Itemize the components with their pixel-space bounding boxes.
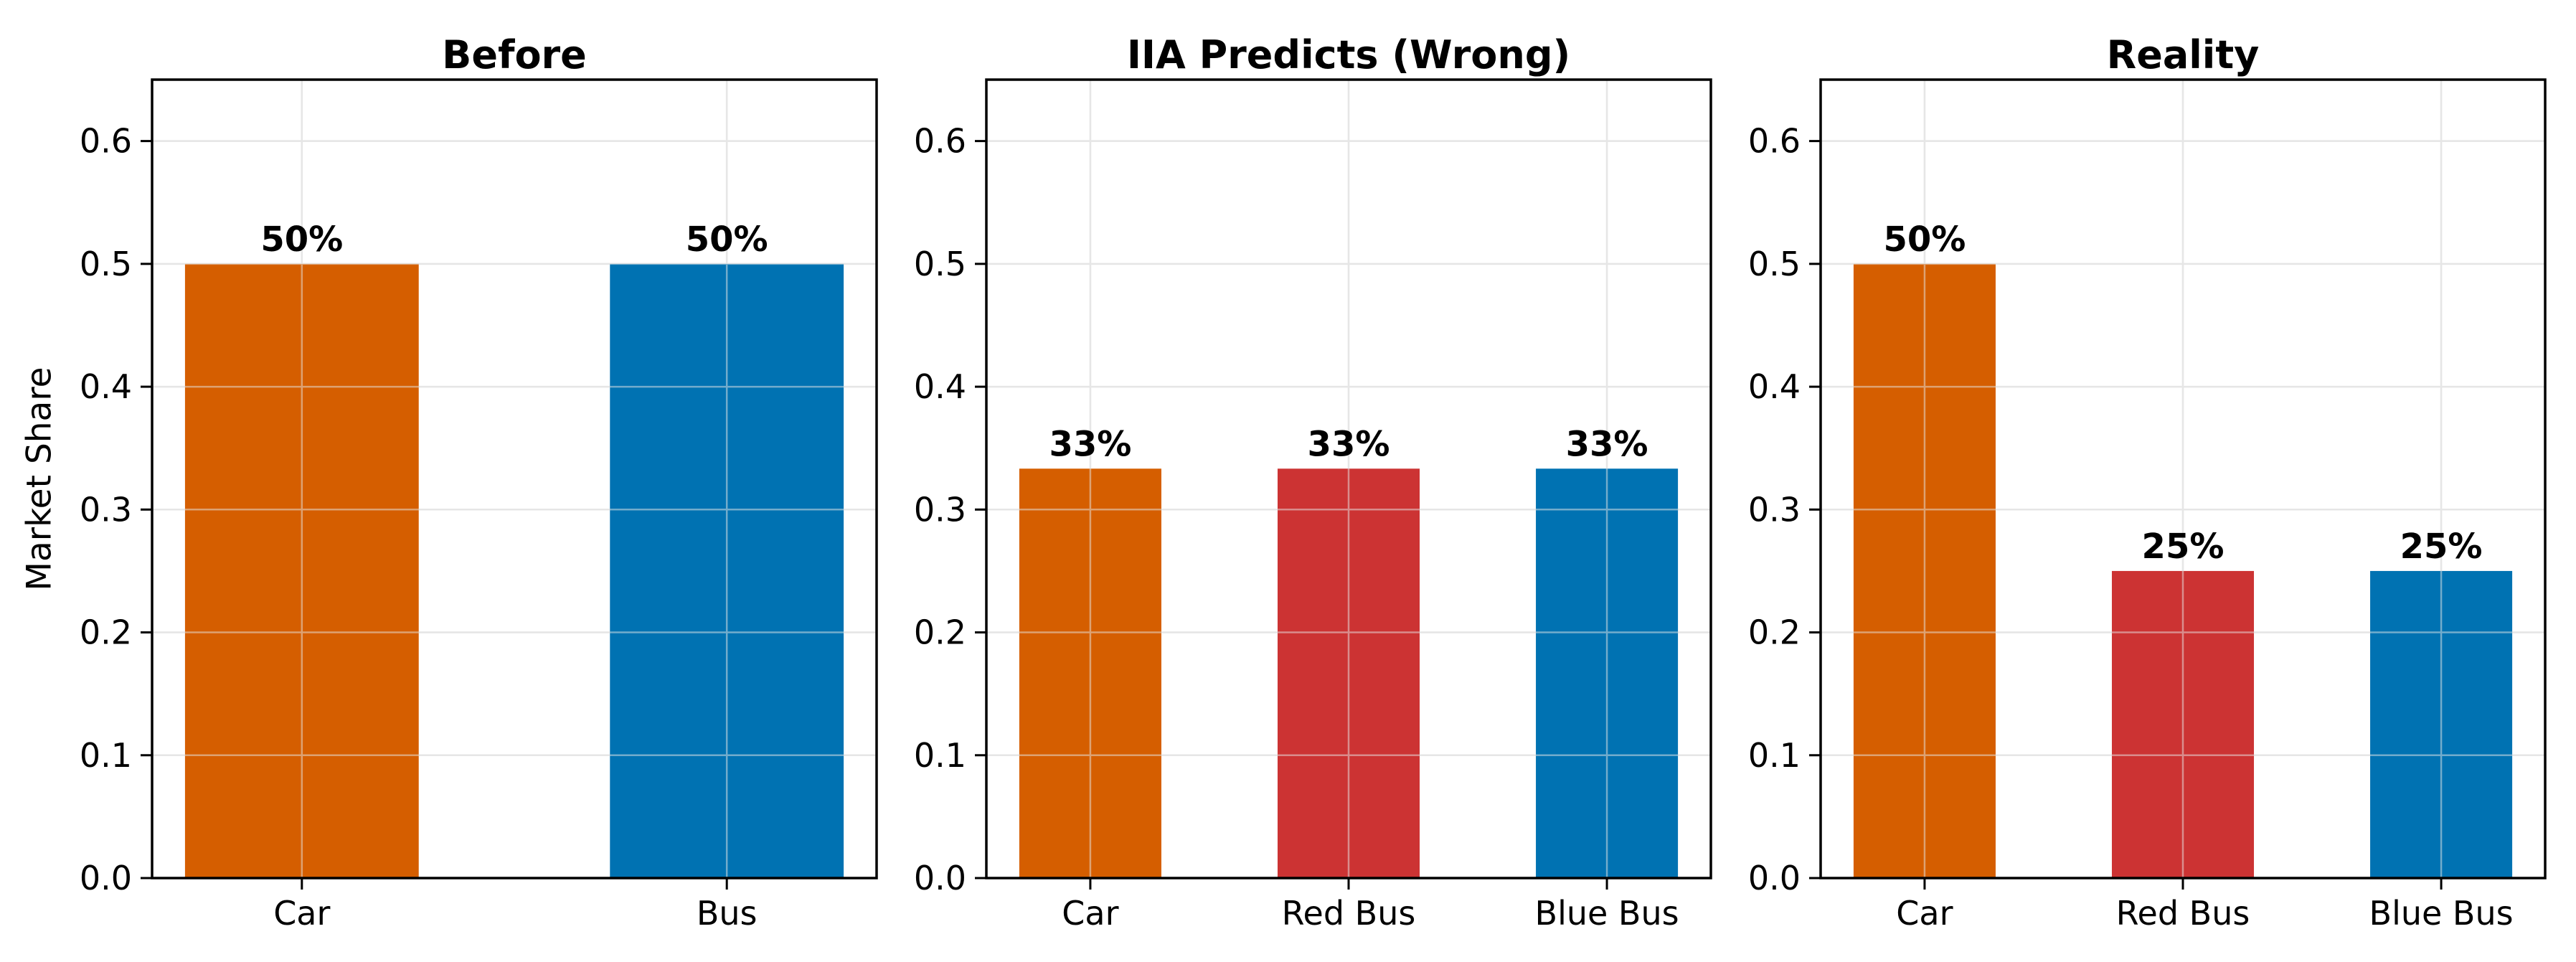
y-tick-label: 0.5 [914, 245, 966, 283]
panel-before: 0.0 0.1 0.2 0.3 0.4 0.5 0.6 Car Bus 50% 50% Before [80, 32, 878, 933]
y-tick-label: 0.6 [1748, 122, 1801, 161]
panel-title: Before [442, 32, 587, 77]
value-label-red-bus: 25% [2142, 527, 2224, 567]
y-tick-label: 0.4 [80, 367, 132, 406]
value-label-car: 50% [1883, 220, 1966, 260]
value-label-car: 33% [1049, 424, 1131, 464]
panel-reality: 0.0 0.1 0.2 0.3 0.4 0.5 0.6 Car Red Bus Blue Bus 5… [1748, 32, 2547, 933]
value-label-blue-bus: 33% [1566, 424, 1648, 464]
x-tick-label-bus: Bus [697, 894, 758, 933]
y-tick-label: 0.2 [80, 613, 132, 652]
y-tick-label: 0.6 [80, 122, 132, 161]
x-tick-label-car: Car [1896, 894, 1953, 933]
y-tick-label: 0.5 [1748, 245, 1801, 283]
y-tick-label: 0.1 [80, 736, 132, 775]
y-tick-label: 0.3 [1748, 490, 1801, 529]
value-label-bus: 50% [686, 220, 768, 260]
gridlines-over [1821, 80, 2545, 880]
panel-title: Reality [2107, 32, 2260, 77]
y-tick-label: 0.4 [914, 367, 966, 406]
value-label-blue-bus: 25% [2400, 527, 2483, 567]
y-tick-label: 0.2 [914, 613, 966, 652]
value-label-red-bus: 33% [1308, 424, 1390, 464]
x-tick-label-car: Car [273, 894, 330, 933]
panel-title: IIA Predicts (Wrong) [1127, 32, 1570, 77]
y-tick-label: 0.6 [914, 122, 966, 161]
x-tick-label-blue-bus: Blue Bus [2369, 894, 2514, 933]
y-tick-label: 0.1 [1748, 736, 1801, 775]
panel-iia-predicts-wrong-: 0.0 0.1 0.2 0.3 0.4 0.5 0.6 Car Red Bus Blue Bus 3… [914, 32, 1712, 933]
x-tick-label-car: Car [1062, 894, 1118, 933]
x-tick-label-red-bus: Red Bus [1282, 894, 1416, 933]
gridlines-over [152, 80, 877, 880]
y-tick-label: 0.0 [1748, 859, 1801, 897]
x-tick-label-blue-bus: Blue Bus [1535, 894, 1679, 933]
y-tick-label: 0.1 [914, 736, 966, 775]
gridlines-over [986, 80, 1711, 880]
y-axis-label: Market Share [20, 367, 60, 590]
y-tick-label: 0.0 [80, 859, 132, 897]
y-tick-label: 0.5 [80, 245, 132, 283]
y-tick-label: 0.3 [80, 490, 132, 529]
y-tick-label: 0.4 [1748, 367, 1801, 406]
axes-frame [151, 78, 878, 880]
y-tick-label: 0.3 [914, 490, 966, 529]
x-tick-label-red-bus: Red Bus [2116, 894, 2250, 933]
y-tick-label: 0.2 [1748, 613, 1801, 652]
value-label-car: 50% [260, 220, 343, 260]
y-tick-label: 0.0 [914, 859, 966, 897]
